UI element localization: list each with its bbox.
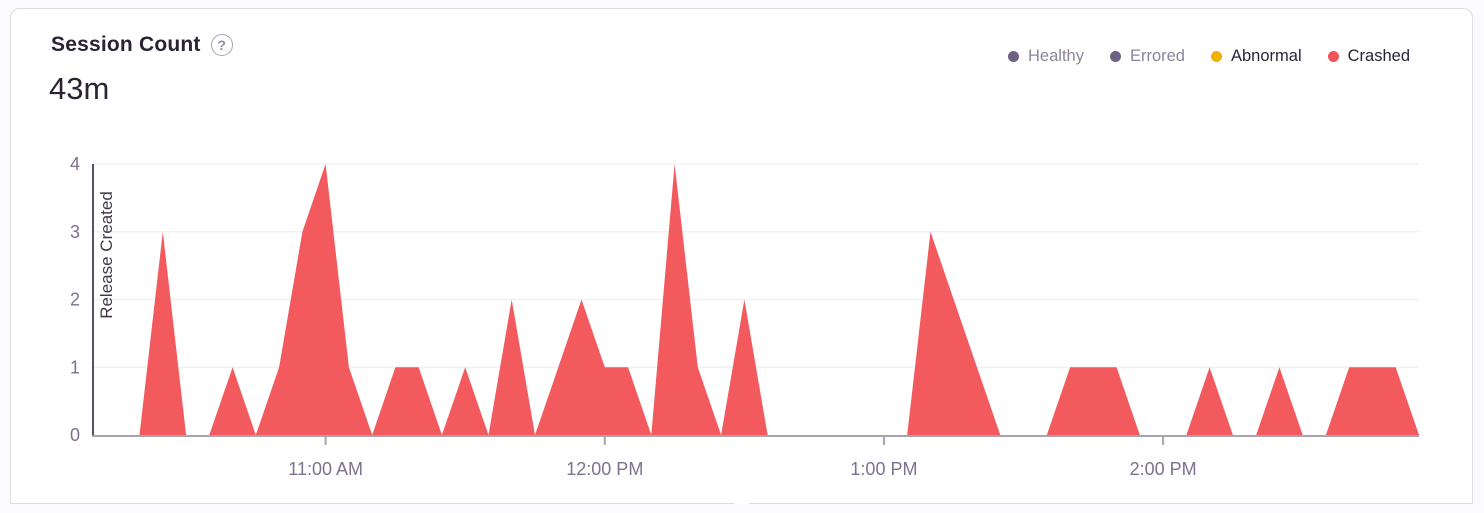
session-chart[interactable]: Release Created 11:00 AM 12:00 PM 1:00 PM 2:… (11, 9, 1474, 494)
release-marker-label: Release Created (97, 191, 116, 319)
errored-dot-icon (1109, 51, 1121, 62)
question-mark-icon[interactable]: ? (210, 34, 233, 56)
card-header: Session Count ? (51, 33, 233, 57)
x-axis-tick-label: 12:00 PM (566, 459, 643, 479)
legend: Healthy Errored Abnormal Crashed (1008, 47, 1410, 66)
y-axis-tick-label: 2 (70, 290, 80, 310)
y-axis-tick-label: 0 (70, 425, 80, 445)
x-axis-tick-label: 11:00 AM (288, 459, 363, 479)
y-axis-tick-label: 4 (70, 154, 80, 174)
legend-item-abnormal[interactable]: Abnormal (1211, 47, 1302, 66)
y-axis-tick-label: 1 (70, 357, 80, 377)
legend-label: Errored (1129, 47, 1185, 65)
legend-item-errored[interactable]: Errored (1109, 47, 1185, 66)
legend-item-crashed[interactable]: Crashed (1327, 47, 1410, 66)
y-axis-tick-label: 3 (70, 222, 80, 242)
page-title: Session Count (51, 33, 201, 56)
healthy-dot-icon (1008, 51, 1020, 62)
x-axis-tick-label: 1:00 PM (850, 459, 917, 479)
session-count-card: Session Count ? 43m Healthy Errored Abno… (10, 8, 1473, 504)
legend-label: Abnormal (1231, 47, 1302, 65)
card-divider-notch (734, 501, 749, 504)
crashed-dot-icon (1327, 51, 1339, 62)
crashed-area-series[interactable] (93, 164, 1419, 435)
legend-item-healthy[interactable]: Healthy (1008, 47, 1084, 66)
session-total: 43m (49, 71, 110, 106)
x-axis-tick-label: 2:00 PM (1130, 459, 1197, 479)
abnormal-dot-icon (1211, 51, 1222, 62)
legend-label: Healthy (1028, 47, 1084, 65)
legend-label: Crashed (1347, 47, 1410, 65)
